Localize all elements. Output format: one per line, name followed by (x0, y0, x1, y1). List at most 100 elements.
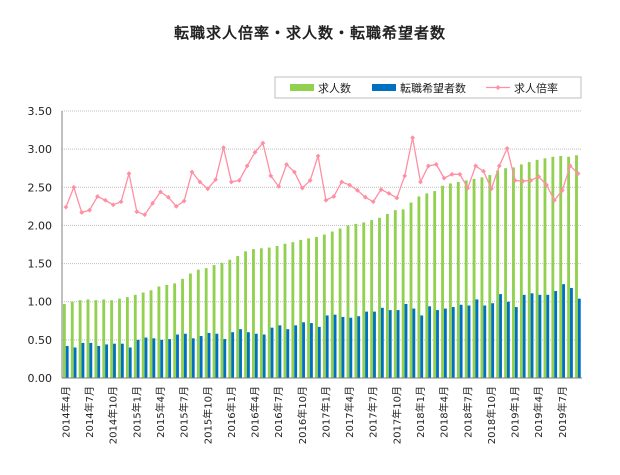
ratio-point (150, 200, 156, 206)
y-tick-label: 2.50 (28, 181, 53, 194)
ratio-point (244, 163, 250, 169)
bar-seekers (223, 339, 227, 378)
bar-seekers (325, 315, 329, 378)
x-tick-label: 2016年10月 (296, 386, 309, 444)
ratio-point (457, 171, 463, 177)
ratio-point (575, 171, 581, 176)
bar-jobs (141, 292, 145, 378)
bar-jobs (275, 246, 279, 378)
ratio-point (465, 185, 471, 191)
bar-seekers (499, 294, 502, 378)
ratio-point (394, 195, 400, 201)
x-tick-label: 2018年10月 (485, 386, 498, 444)
ratio-point (260, 140, 266, 146)
bar-jobs (236, 255, 240, 378)
bar-jobs (449, 183, 452, 378)
ratio-point (386, 190, 392, 196)
ratio-point (496, 163, 502, 169)
ratio-point (95, 194, 100, 199)
bar-seekers (231, 332, 235, 378)
ratio-series-line (65, 137, 579, 216)
legend-label-ratio: 求人倍率 (514, 81, 558, 95)
bar-seekers (459, 304, 463, 378)
bar-seekers (514, 307, 518, 378)
bar-seekers (333, 314, 337, 378)
ratio-point (252, 149, 258, 155)
bar-seekers (168, 339, 172, 378)
bar-seekers (207, 332, 211, 378)
legend-box (274, 76, 582, 99)
ratio-line (63, 135, 581, 218)
bar-jobs (196, 269, 200, 378)
bar-seekers (436, 310, 439, 378)
bar-seekers (562, 284, 565, 378)
ratio-point (79, 210, 85, 215)
bar-seekers (538, 294, 542, 378)
ratio-point (528, 178, 534, 183)
bar-seekers (577, 298, 581, 378)
bar-seekers (246, 332, 250, 378)
bar-jobs (228, 259, 232, 378)
bar-seekers (73, 347, 77, 378)
bar-jobs (575, 155, 578, 378)
x-tick-label: 2016年1月 (225, 386, 238, 438)
bar-seekers (65, 345, 69, 378)
ratio-point (268, 173, 274, 179)
ratio-point (213, 177, 219, 183)
bar-jobs (283, 243, 287, 378)
bar-jobs (315, 236, 318, 378)
bar-seekers (467, 305, 471, 378)
bar-jobs (527, 162, 531, 378)
bar-seekers (128, 347, 132, 378)
bar-jobs (204, 268, 208, 378)
bar-seekers (113, 343, 116, 378)
legend: 求人数 転職希望者数 求人倍率 (274, 76, 582, 99)
bar-seekers (373, 311, 376, 378)
bar-jobs (110, 300, 114, 378)
ratio-point (63, 204, 69, 210)
ratio-point (552, 197, 557, 203)
legend-label-jobs: 求人数 (318, 82, 351, 95)
x-tick-label: 2019年4月 (532, 386, 545, 438)
ratio-point (441, 175, 447, 181)
bar-jobs (181, 278, 184, 378)
bar-jobs (543, 158, 547, 378)
bar-seekers (310, 323, 313, 378)
y-tick-label: 3.50 (28, 105, 53, 118)
ratio-point (488, 186, 494, 192)
ratio-point (71, 184, 77, 190)
ratio-point (87, 207, 92, 213)
bar-jobs (551, 156, 555, 378)
ratio-point (355, 187, 360, 193)
x-tick-label: 2017年1月 (319, 386, 332, 438)
x-tick-label: 2017年4月 (343, 386, 356, 438)
ratio-point (299, 185, 305, 191)
bar-jobs (299, 239, 303, 378)
bar-seekers (380, 307, 384, 378)
bar-seekers (317, 326, 321, 378)
ratio-point (410, 135, 416, 141)
bar-jobs (62, 304, 66, 378)
ratio-point (362, 194, 368, 200)
bar-seekers (388, 310, 392, 378)
bar-jobs (338, 228, 342, 378)
ratio-point (504, 145, 510, 151)
y-tick-label: 1.00 (28, 296, 53, 309)
bar-jobs (504, 168, 507, 378)
bar-seekers (396, 310, 400, 378)
ratio-point (559, 187, 565, 193)
bar-seekers (97, 345, 101, 378)
ratio-point (449, 171, 455, 177)
ratio-point (520, 178, 526, 184)
ratio-point (402, 173, 408, 179)
bar-seekers (191, 338, 195, 378)
bar-seekers (554, 291, 558, 378)
bar-seekers (428, 306, 432, 378)
bar-jobs (385, 213, 389, 378)
bar-seekers (183, 333, 187, 378)
chart-title: 転職求人倍率・求人数・転職希望者数 (173, 24, 446, 42)
ratio-point (228, 179, 234, 185)
ratio-point (276, 184, 282, 189)
bar-jobs (346, 225, 350, 378)
bar-seekers (176, 334, 179, 378)
